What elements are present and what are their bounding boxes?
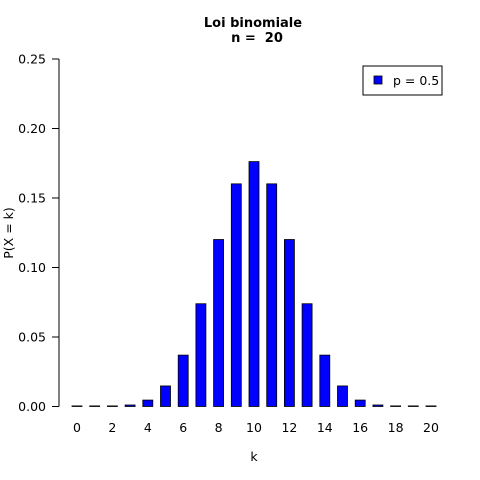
- bar: [142, 399, 154, 407]
- bar: [248, 161, 260, 407]
- x-tick-label: 4: [144, 420, 152, 435]
- y-tick-label: 0.15: [18, 191, 46, 206]
- bar: [319, 354, 331, 407]
- bars: [71, 161, 437, 407]
- x-tick-label: 18: [388, 420, 404, 435]
- x-axis-label: k: [250, 449, 258, 464]
- bar: [89, 405, 101, 407]
- bar: [337, 385, 348, 407]
- y-axis: 0.00 0.05 0.10 0.15 0.20 0.25: [18, 52, 60, 414]
- bar: [266, 183, 278, 407]
- y-tick-label: 0.05: [18, 330, 46, 345]
- bar: [124, 404, 136, 407]
- bar: [195, 303, 207, 407]
- x-tick-label: 2: [108, 420, 116, 435]
- bar: [177, 354, 189, 407]
- legend-box: [362, 65, 443, 96]
- bar: [354, 399, 366, 407]
- x-tick-label: 6: [179, 420, 187, 435]
- chart-subtitle: n = 20: [231, 31, 283, 46]
- bar: [283, 239, 295, 407]
- bar: [213, 239, 225, 407]
- legend-label: p = 0.5: [393, 73, 439, 88]
- y-axis-label: P(X = k): [1, 207, 16, 259]
- bar: [160, 385, 171, 407]
- x-tick-label: 16: [352, 420, 368, 435]
- legend: p = 0.5: [362, 65, 443, 96]
- bar: [107, 405, 118, 407]
- legend-swatch: [373, 75, 383, 85]
- x-tick-label: 14: [317, 420, 333, 435]
- x-tick-label: 12: [281, 420, 297, 435]
- x-tick-label: 8: [215, 420, 223, 435]
- x-tick-label: 0: [73, 420, 81, 435]
- x-tick-label: 20: [423, 420, 439, 435]
- y-tick-label: 0.00: [18, 399, 46, 414]
- bar: [301, 303, 313, 407]
- bar: [390, 405, 402, 407]
- x-tick-label: 10: [246, 420, 262, 435]
- bar: [407, 405, 419, 407]
- y-tick-label: 0.20: [18, 121, 46, 136]
- y-tick-label: 0.25: [18, 52, 46, 67]
- bar: [372, 404, 384, 407]
- chart-title: Loi binomiale: [204, 16, 302, 31]
- y-tick-label: 0.10: [18, 260, 46, 275]
- bar: [425, 405, 437, 407]
- bar: [230, 183, 242, 407]
- x-axis: 0 2 4 6 8 10 12 14 16 18 20: [73, 420, 439, 435]
- bar: [71, 405, 83, 407]
